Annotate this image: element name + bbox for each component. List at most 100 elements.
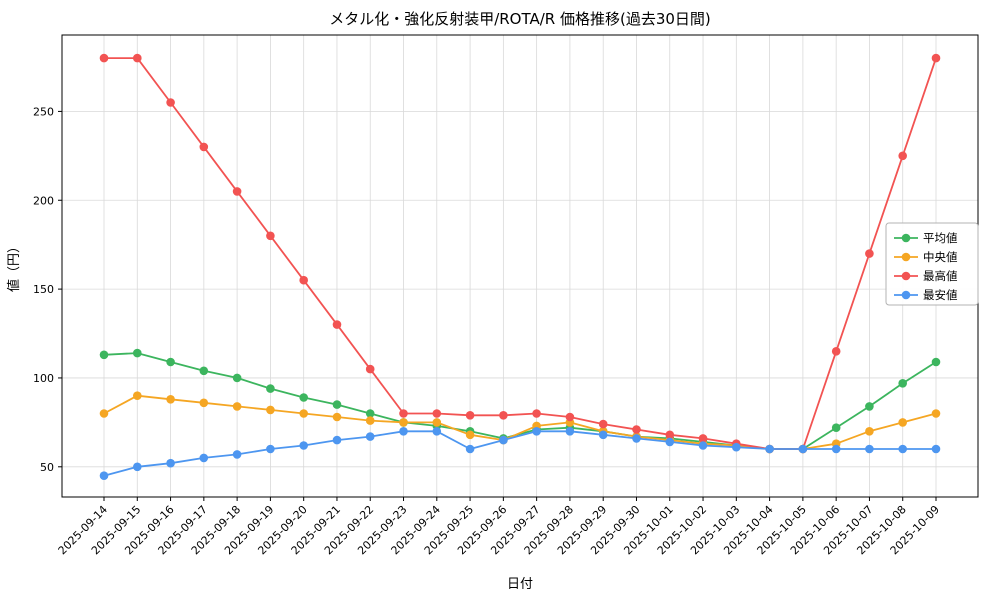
series-median-marker bbox=[365, 416, 375, 425]
legend-min-marker bbox=[901, 290, 911, 300]
series-median-marker bbox=[931, 409, 941, 418]
series-min-marker bbox=[365, 432, 375, 441]
series-average-marker bbox=[365, 409, 375, 418]
series-min bbox=[99, 427, 941, 481]
y-tick-label: 50 bbox=[40, 461, 54, 474]
series-min-marker bbox=[598, 430, 608, 440]
series-max-marker bbox=[166, 98, 175, 107]
series-max-marker bbox=[598, 419, 608, 429]
series-max-marker bbox=[499, 411, 508, 420]
y-tick-label: 100 bbox=[33, 372, 54, 385]
series-max-line bbox=[104, 57, 937, 450]
series-average-line bbox=[103, 352, 937, 450]
series-max-marker bbox=[432, 409, 442, 418]
series-average-marker bbox=[232, 373, 242, 383]
series-min-marker bbox=[565, 427, 575, 436]
series-average-marker bbox=[931, 357, 941, 367]
series-max-marker bbox=[99, 53, 109, 63]
series-max bbox=[99, 53, 941, 454]
series-max-marker bbox=[299, 275, 309, 285]
series-median-marker bbox=[199, 398, 209, 408]
series-max-marker bbox=[632, 425, 641, 434]
y-tick-label: 200 bbox=[33, 194, 54, 207]
legend-average-label: 平均値 bbox=[923, 231, 958, 245]
series-max-marker bbox=[565, 412, 575, 422]
series-average-marker bbox=[898, 379, 907, 388]
series-min-marker bbox=[399, 427, 408, 436]
series-average-marker bbox=[99, 350, 109, 360]
series-max-marker bbox=[266, 231, 275, 241]
legend-max-label: 最高値 bbox=[923, 269, 958, 283]
series-min-marker bbox=[632, 434, 641, 443]
series-average-marker bbox=[133, 348, 142, 358]
series-min-marker bbox=[931, 444, 941, 454]
series-min-marker bbox=[798, 444, 808, 454]
series-max-marker bbox=[399, 409, 408, 418]
series-min-marker bbox=[465, 444, 475, 454]
series-min-marker bbox=[898, 444, 907, 454]
tick-layer: 2025-09-142025-09-152025-09-162025-09-17… bbox=[33, 105, 942, 557]
y-axis-label: 値（円） bbox=[6, 240, 22, 292]
series-median-marker bbox=[332, 412, 342, 422]
series-min-marker bbox=[332, 435, 342, 445]
series-min-marker bbox=[266, 444, 275, 454]
series-median-marker bbox=[432, 418, 442, 427]
y-tick-label: 250 bbox=[33, 105, 54, 118]
series-min-marker bbox=[232, 450, 242, 459]
series-median-marker bbox=[232, 402, 242, 411]
series-average bbox=[99, 348, 941, 454]
legend-min-label: 最安値 bbox=[923, 288, 958, 302]
series-max-marker bbox=[831, 347, 841, 356]
series-min-marker bbox=[432, 427, 442, 436]
series-max-marker bbox=[465, 411, 475, 420]
series-average-marker bbox=[166, 357, 175, 367]
series-min-marker bbox=[299, 441, 309, 450]
series-max-marker bbox=[532, 409, 541, 418]
series-max-marker bbox=[698, 434, 708, 443]
series-median-marker bbox=[266, 405, 275, 415]
series-max-marker bbox=[865, 249, 874, 258]
series-min-marker bbox=[765, 444, 774, 454]
series-min-marker bbox=[732, 442, 741, 452]
series-min-marker bbox=[199, 453, 209, 463]
legend-average-marker bbox=[901, 233, 911, 243]
series-median-marker bbox=[898, 418, 907, 427]
legend-box bbox=[885, 222, 979, 306]
series-min-marker bbox=[166, 458, 175, 468]
series-median-marker bbox=[299, 409, 309, 418]
series-max-marker bbox=[898, 151, 907, 161]
grid-layer bbox=[62, 35, 978, 497]
series-average-marker bbox=[831, 423, 841, 433]
series-median-marker bbox=[399, 418, 408, 427]
series-min-marker bbox=[831, 444, 841, 454]
chart-title: メタル化・強化反射装甲/ROTA/R 価格推移(過去30日間) bbox=[329, 10, 711, 28]
series-average-marker bbox=[266, 384, 275, 393]
series-layer bbox=[99, 53, 941, 481]
series-median-marker bbox=[465, 430, 475, 440]
series-max-marker bbox=[931, 53, 941, 63]
series-median-marker bbox=[865, 427, 874, 436]
series-max-marker bbox=[133, 53, 142, 63]
x-axis-label: 日付 bbox=[507, 577, 533, 592]
series-average-marker bbox=[332, 400, 342, 409]
legend-max-marker bbox=[901, 271, 911, 281]
legend-median-label: 中央値 bbox=[923, 250, 958, 264]
series-average-marker bbox=[299, 393, 309, 402]
series-median bbox=[99, 391, 941, 454]
series-max-marker bbox=[332, 320, 342, 329]
series-average-marker bbox=[199, 366, 209, 376]
series-max-marker bbox=[232, 187, 242, 196]
series-min-marker bbox=[499, 435, 508, 445]
y-tick-label: 150 bbox=[33, 283, 54, 296]
series-median-marker bbox=[133, 391, 142, 401]
series-min-marker bbox=[698, 441, 708, 450]
series-min-marker bbox=[865, 444, 874, 454]
series-min-marker bbox=[99, 471, 109, 481]
series-max-marker bbox=[199, 142, 209, 152]
legend-median-marker bbox=[901, 252, 911, 262]
series-min-marker bbox=[665, 437, 675, 447]
series-average-marker bbox=[865, 402, 874, 411]
